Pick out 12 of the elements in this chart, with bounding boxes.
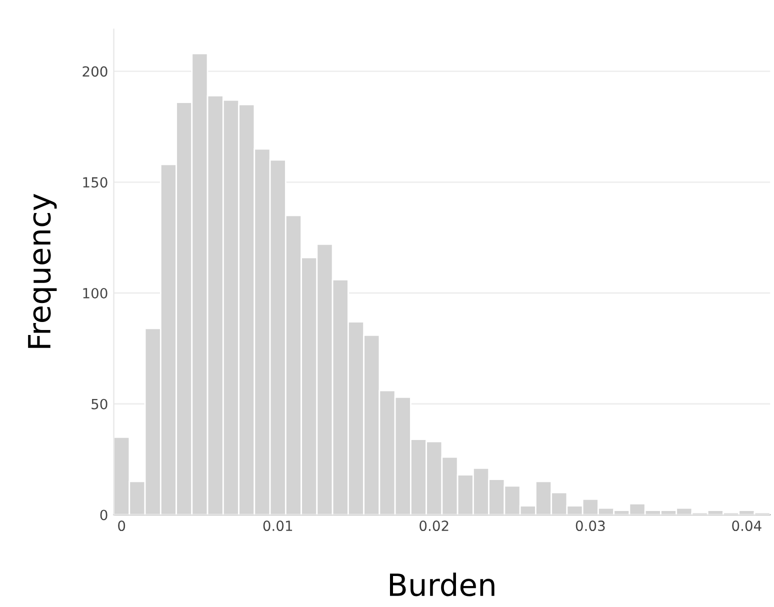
y-axis-title: Frequency — [28, 194, 57, 348]
y-tick-label: 50 — [92, 398, 108, 410]
x-tick-label: 0.04 — [732, 520, 762, 532]
y-tick-label: 150 — [83, 177, 108, 188]
x-tick-label: 0.03 — [576, 520, 605, 532]
x-tick-label: 0.01 — [263, 520, 292, 532]
x-axis-title: Burden — [390, 572, 494, 596]
x-tick-label: 0.02 — [420, 520, 448, 532]
y-tick-label: 0 — [100, 510, 108, 520]
y-tick-label: 200 — [82, 66, 108, 77]
x-tick-label: 0 — [118, 520, 126, 532]
y-tick-label: 100 — [83, 288, 108, 298]
